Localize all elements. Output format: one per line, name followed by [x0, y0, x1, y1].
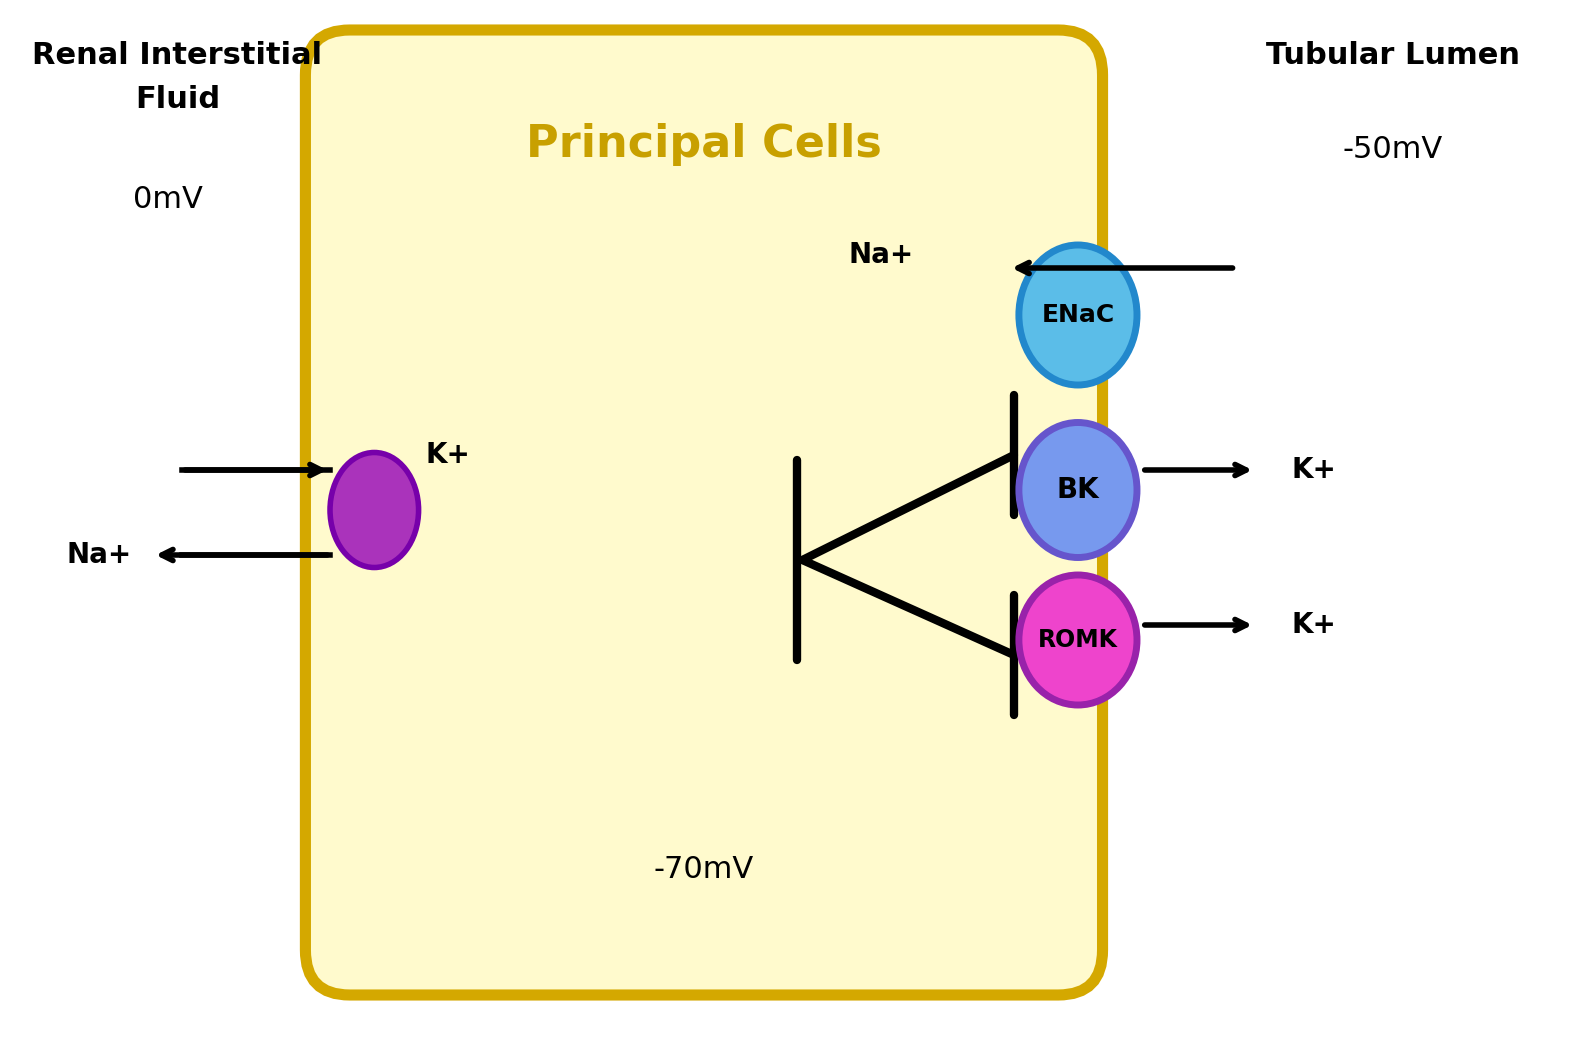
Text: 0mV: 0mV [133, 185, 203, 215]
Text: ROMK: ROMK [1038, 628, 1118, 652]
Ellipse shape [1019, 575, 1137, 705]
Text: Fluid: Fluid [135, 86, 220, 114]
Ellipse shape [1019, 422, 1137, 558]
Text: Na+: Na+ [66, 541, 132, 569]
Text: -50mV: -50mV [1342, 135, 1443, 165]
Ellipse shape [1019, 245, 1137, 385]
Text: BK: BK [1057, 476, 1099, 504]
Text: Na+: Na+ [848, 241, 914, 269]
Text: K+: K+ [1292, 456, 1336, 484]
Text: Renal Interstitial: Renal Interstitial [33, 41, 322, 69]
Text: Principal Cells: Principal Cells [526, 124, 882, 167]
Text: ENaC: ENaC [1041, 303, 1115, 327]
FancyBboxPatch shape [306, 30, 1102, 995]
Ellipse shape [330, 453, 419, 568]
Text: K+: K+ [425, 441, 471, 470]
Text: K+: K+ [1292, 611, 1336, 639]
Text: -70mV: -70mV [653, 855, 754, 885]
Text: Tubular Lumen: Tubular Lumen [1265, 41, 1520, 69]
